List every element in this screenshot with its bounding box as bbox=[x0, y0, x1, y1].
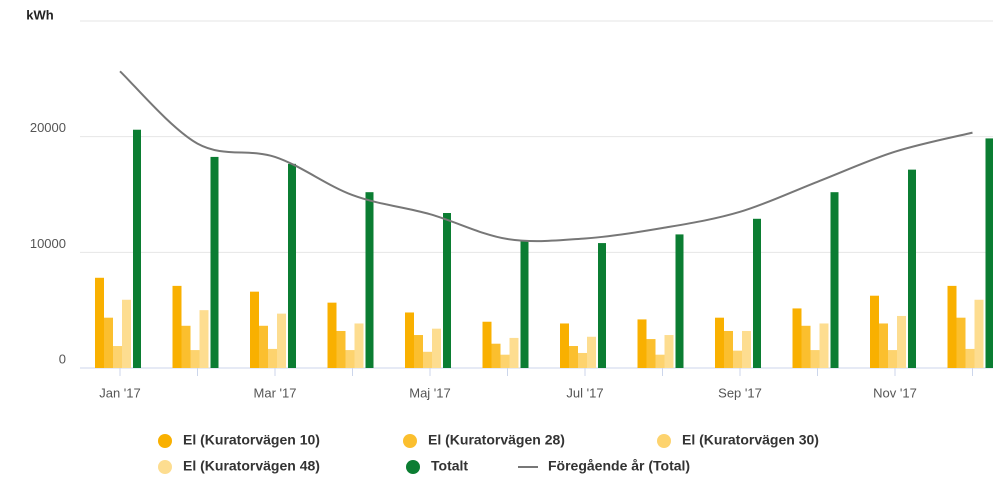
bar bbox=[365, 192, 374, 368]
legend-label: El (Kuratorvägen 28) bbox=[428, 432, 565, 448]
bar bbox=[753, 218, 761, 368]
bar bbox=[578, 352, 587, 368]
bar bbox=[482, 321, 492, 368]
y-tick-label: 10000 bbox=[30, 236, 66, 251]
y-tick-label: 20000 bbox=[30, 120, 66, 135]
bar bbox=[520, 241, 529, 368]
bar bbox=[598, 243, 606, 368]
bar bbox=[210, 156, 219, 368]
x-tick-label: Nov '17 bbox=[873, 385, 917, 400]
bar bbox=[792, 308, 802, 368]
legend-label: El (Kuratorvägen 10) bbox=[183, 432, 320, 448]
legend-label: El (Kuratorvägen 48) bbox=[183, 458, 320, 474]
legend-label: Föregående år (Total) bbox=[548, 458, 690, 474]
bar bbox=[974, 299, 984, 368]
bar bbox=[810, 350, 820, 368]
x-tick-label: Maj '17 bbox=[409, 385, 451, 400]
legend-label: El (Kuratorvägen 30) bbox=[682, 432, 819, 448]
bar bbox=[733, 350, 742, 368]
bar bbox=[250, 291, 259, 368]
bar bbox=[637, 319, 647, 368]
x-tick-label: Jul '17 bbox=[566, 385, 603, 400]
bar bbox=[587, 336, 596, 368]
bar bbox=[104, 317, 113, 368]
x-tick-label: Sep '17 bbox=[718, 385, 762, 400]
y-axis-label: kWh bbox=[26, 7, 54, 22]
bar bbox=[956, 317, 966, 368]
bar bbox=[327, 302, 337, 368]
bar bbox=[122, 299, 131, 368]
legend-swatch bbox=[403, 434, 417, 448]
bar bbox=[491, 343, 501, 368]
bar bbox=[405, 312, 414, 368]
bar bbox=[870, 295, 879, 368]
bar bbox=[646, 339, 656, 368]
line bbox=[119, 70, 973, 243]
bar bbox=[432, 328, 441, 368]
legend-swatch bbox=[657, 434, 671, 448]
x-tick-label: Mar '17 bbox=[254, 385, 297, 400]
bar bbox=[819, 323, 829, 368]
bar bbox=[172, 285, 182, 368]
legend-swatch bbox=[158, 434, 172, 448]
bar bbox=[888, 350, 897, 368]
bar bbox=[801, 325, 811, 368]
bar bbox=[95, 277, 104, 368]
bar bbox=[830, 192, 839, 368]
bar bbox=[288, 163, 296, 368]
legend-swatch bbox=[158, 460, 172, 474]
bar bbox=[423, 351, 432, 368]
bar bbox=[414, 335, 423, 368]
bar bbox=[509, 337, 519, 368]
bar bbox=[190, 350, 200, 368]
bar bbox=[985, 138, 993, 368]
x-tick-label: Jan '17 bbox=[99, 385, 141, 400]
bar bbox=[345, 350, 355, 368]
bar bbox=[336, 330, 346, 368]
bar bbox=[181, 325, 191, 368]
legend-label: Totalt bbox=[431, 458, 468, 474]
bar bbox=[277, 313, 286, 368]
bar bbox=[133, 129, 141, 368]
bar bbox=[443, 213, 451, 368]
bar bbox=[268, 348, 277, 368]
bar bbox=[354, 323, 364, 368]
bar bbox=[664, 335, 674, 368]
bar bbox=[965, 348, 975, 368]
bar bbox=[560, 323, 569, 368]
legend-swatch bbox=[406, 460, 420, 474]
bar bbox=[908, 169, 916, 368]
bar bbox=[897, 315, 906, 368]
bar bbox=[259, 325, 268, 368]
bar bbox=[500, 354, 510, 368]
y-tick-label: 0 bbox=[59, 351, 66, 366]
bar bbox=[724, 330, 733, 368]
bar bbox=[113, 346, 122, 368]
bar bbox=[947, 285, 957, 368]
bar bbox=[199, 310, 209, 368]
bar bbox=[715, 317, 724, 368]
bar bbox=[742, 330, 751, 368]
bar bbox=[675, 234, 684, 368]
bar bbox=[655, 354, 665, 368]
bar bbox=[879, 323, 888, 368]
bar bbox=[569, 346, 578, 368]
